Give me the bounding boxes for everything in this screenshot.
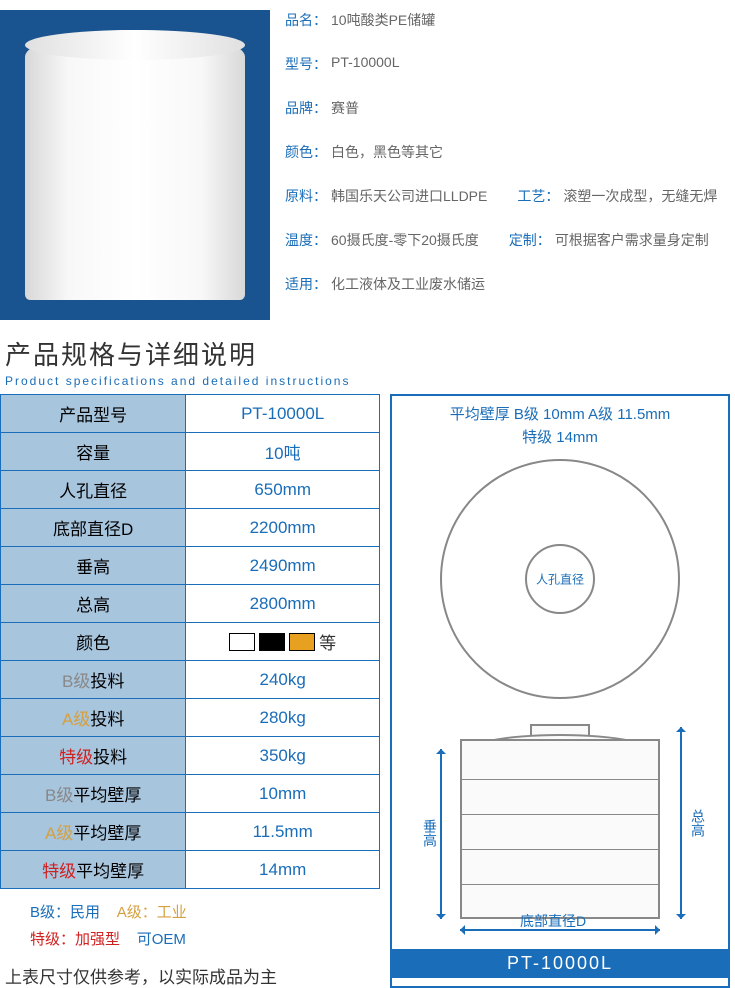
row-value: 11.5mm (186, 813, 380, 851)
section-title: 产品规格与详细说明 (5, 335, 735, 372)
row-value: 350kg (186, 737, 380, 775)
custom-label: 定制： (509, 230, 551, 250)
color-swatch (289, 633, 315, 651)
color-swatch (259, 633, 285, 651)
table-row: A级投料280kg (1, 699, 380, 737)
use-value: 化工液体及工业废水储运 (331, 274, 485, 294)
spec-table: 产品型号PT-10000L容量10吨人孔直径650mm底部直径D2200mm垂高… (0, 394, 380, 889)
product-image (0, 10, 270, 320)
color-label: 颜色： (285, 142, 327, 162)
tank-rib (460, 779, 660, 780)
use-label: 适用： (285, 274, 327, 294)
diagram-panel: 平均壁厚 B级 10mm A级 11.5mm 特级 14mm 人孔直径 垂高 总… (390, 394, 730, 988)
name-label: 品名： (285, 10, 327, 30)
row-value: 2490mm (186, 547, 380, 585)
table-row: 特级投料350kg (1, 737, 380, 775)
table-row: B级平均壁厚10mm (1, 775, 380, 813)
label-vert-height: 垂高 (420, 819, 440, 847)
row-label: 总高 (1, 585, 186, 623)
section-subtitle: Product specifications and detailed inst… (5, 374, 735, 388)
table-row: 底部直径D2200mm (1, 509, 380, 547)
row-value: 650mm (186, 471, 380, 509)
tank-render (25, 30, 245, 300)
tank-body (460, 739, 660, 919)
color-swatch (229, 633, 255, 651)
color-value: 白色，黑色等其它 (331, 142, 443, 162)
note-b: B级：民用 (30, 904, 100, 921)
label-total-height: 总高 (688, 809, 708, 837)
label-bottom-d: 底部直径D (520, 911, 586, 931)
table-row: 人孔直径650mm (1, 471, 380, 509)
tank-rib (460, 814, 660, 815)
row-label: 产品型号 (1, 395, 186, 433)
brand-label: 品牌： (285, 98, 327, 118)
temp-value: 60摄氏度-零下20摄氏度 (331, 230, 479, 250)
product-specs: 品名：10吨酸类PE储罐 型号：PT-10000L 品牌：赛普 颜色：白色，黑色… (285, 10, 735, 320)
note-oem: 可OEM (137, 931, 186, 948)
row-label: 底部直径D (1, 509, 186, 547)
table-row: A级平均壁厚11.5mm (1, 813, 380, 851)
row-value: 等 (186, 623, 380, 661)
row-label: 垂高 (1, 547, 186, 585)
table-row: 总高2800mm (1, 585, 380, 623)
note-a: A级：工业 (117, 904, 187, 921)
tank-rib (460, 849, 660, 850)
row-value: 2200mm (186, 509, 380, 547)
row-label: 特级平均壁厚 (1, 851, 186, 889)
table-row: 垂高2490mm (1, 547, 380, 585)
row-value: 10mm (186, 775, 380, 813)
model-value: PT-10000L (331, 54, 400, 74)
row-label: A级平均壁厚 (1, 813, 186, 851)
side-view: 垂高 总高 底部直径D (420, 719, 700, 939)
brand-value: 赛普 (331, 98, 359, 118)
grade-notes: B级：民用 A级：工业 特级：加强型 可OEM (30, 899, 380, 953)
diag-header-2: 特级 14mm (400, 427, 720, 450)
temp-label: 温度： (285, 230, 327, 250)
table-row: 产品型号PT-10000L (1, 395, 380, 433)
arrow-vert-height (440, 749, 442, 919)
row-value: 2800mm (186, 585, 380, 623)
row-label: 人孔直径 (1, 471, 186, 509)
process-label: 工艺： (517, 186, 559, 206)
table-row: 颜色等 (1, 623, 380, 661)
row-value: 14mm (186, 851, 380, 889)
row-value: PT-10000L (186, 395, 380, 433)
name-value: 10吨酸类PE储罐 (331, 10, 435, 30)
row-label: B级平均壁厚 (1, 775, 186, 813)
material-label: 原料： (285, 186, 327, 206)
table-row: 特级平均壁厚14mm (1, 851, 380, 889)
footnote: 上表尺寸仅供参考，以实际成品为主 (5, 963, 380, 988)
diagram-header: 平均壁厚 B级 10mm A级 11.5mm 特级 14mm (400, 404, 720, 449)
row-label: A级投料 (1, 699, 186, 737)
row-label: 颜色 (1, 623, 186, 661)
note-s: 特级：加强型 (30, 931, 120, 948)
row-value: 240kg (186, 661, 380, 699)
row-value: 280kg (186, 699, 380, 737)
table-row: 容量10吨 (1, 433, 380, 471)
top-view: 人孔直径 (440, 459, 680, 699)
material-value: 韩国乐天公司进口LLDPE (331, 186, 487, 206)
diagram-footer: PT-10000L (392, 949, 728, 978)
row-label: 容量 (1, 433, 186, 471)
manhole-label: 人孔直径 (536, 571, 584, 588)
model-label: 型号： (285, 54, 327, 74)
row-value: 10吨 (186, 433, 380, 471)
custom-value: 可根据客户需求量身定制 (555, 230, 709, 250)
table-row: B级投料240kg (1, 661, 380, 699)
diag-header-1: 平均壁厚 B级 10mm A级 11.5mm (400, 404, 720, 427)
row-label: B级投料 (1, 661, 186, 699)
tank-rib (460, 884, 660, 885)
row-label: 特级投料 (1, 737, 186, 775)
process-value: 滚塑一次成型，无缝无焊 (563, 186, 717, 206)
arrow-total-height (680, 727, 682, 919)
